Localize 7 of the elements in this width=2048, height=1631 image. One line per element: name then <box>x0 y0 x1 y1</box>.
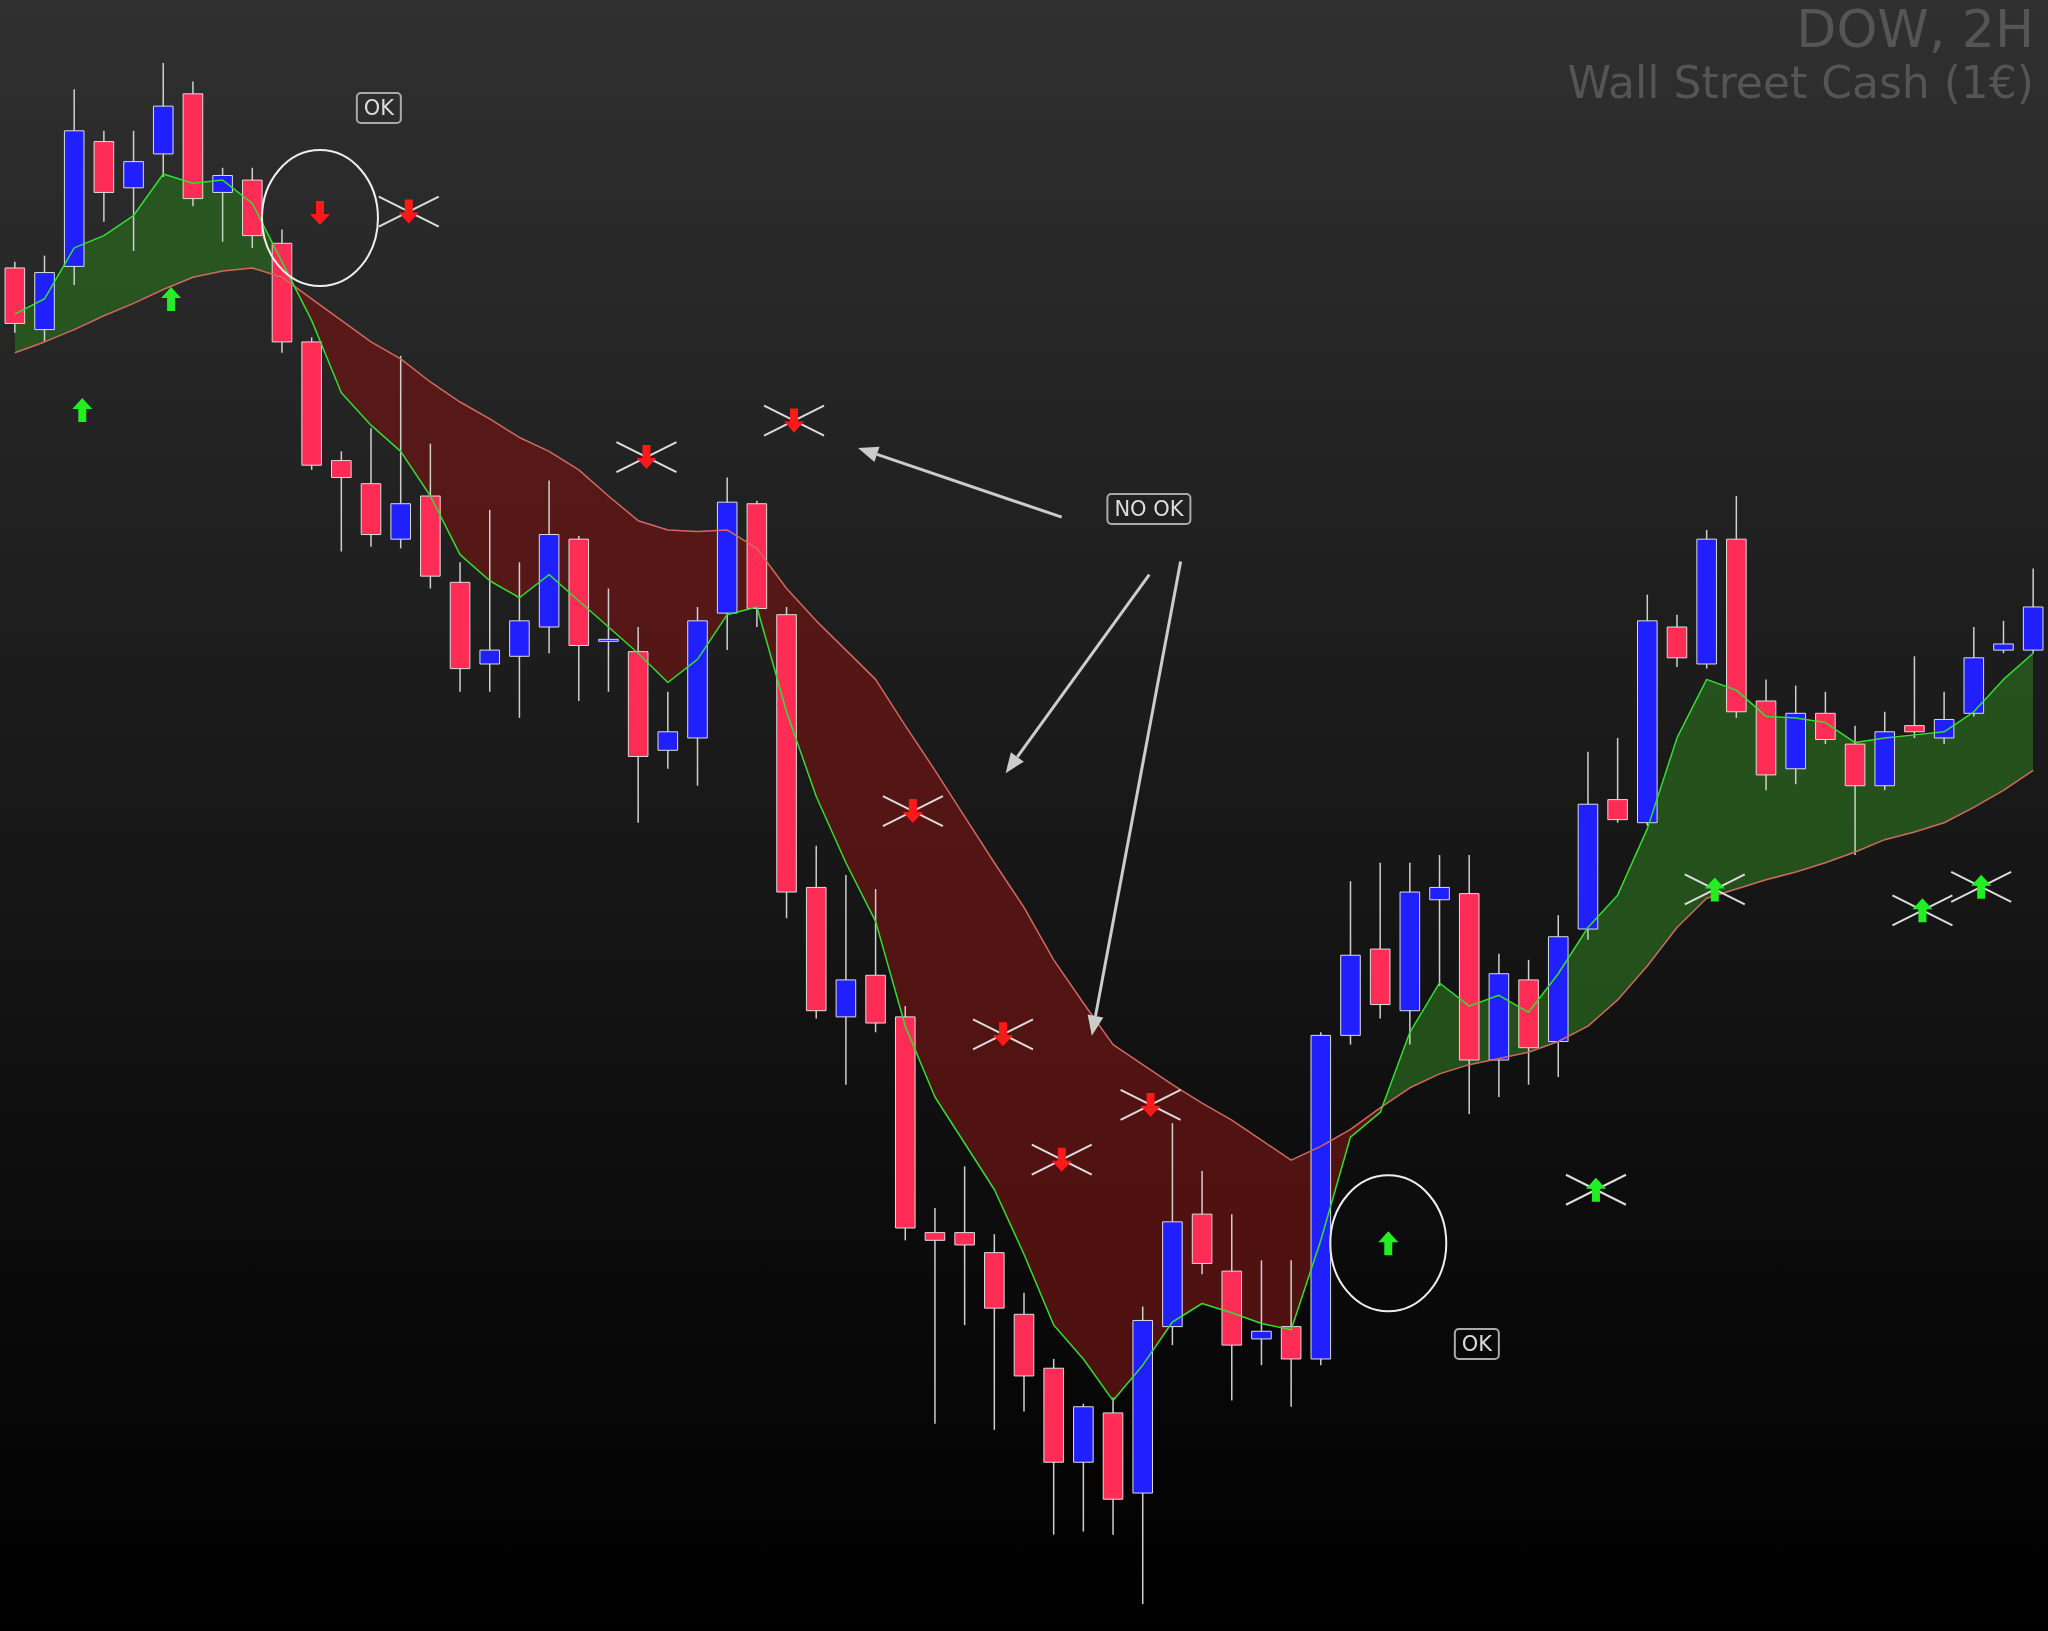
candlestick <box>1607 737 1628 824</box>
candlestick <box>657 690 679 770</box>
annotation: OK <box>1453 1328 1501 1360</box>
candlestick <box>212 167 233 243</box>
annotation: OK <box>355 92 403 124</box>
candlestick <box>1993 620 2014 654</box>
annotation: NO OK <box>1106 493 1192 525</box>
